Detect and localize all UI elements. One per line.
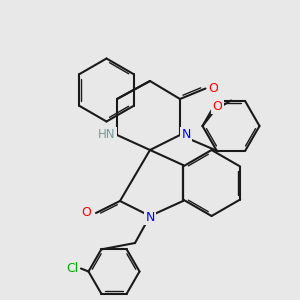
Text: O: O xyxy=(82,206,92,220)
Text: O: O xyxy=(208,82,218,95)
Text: N: N xyxy=(182,128,191,142)
Text: O: O xyxy=(213,100,222,113)
Text: HN: HN xyxy=(98,128,116,142)
Text: Cl: Cl xyxy=(66,262,78,275)
Text: N: N xyxy=(145,211,155,224)
